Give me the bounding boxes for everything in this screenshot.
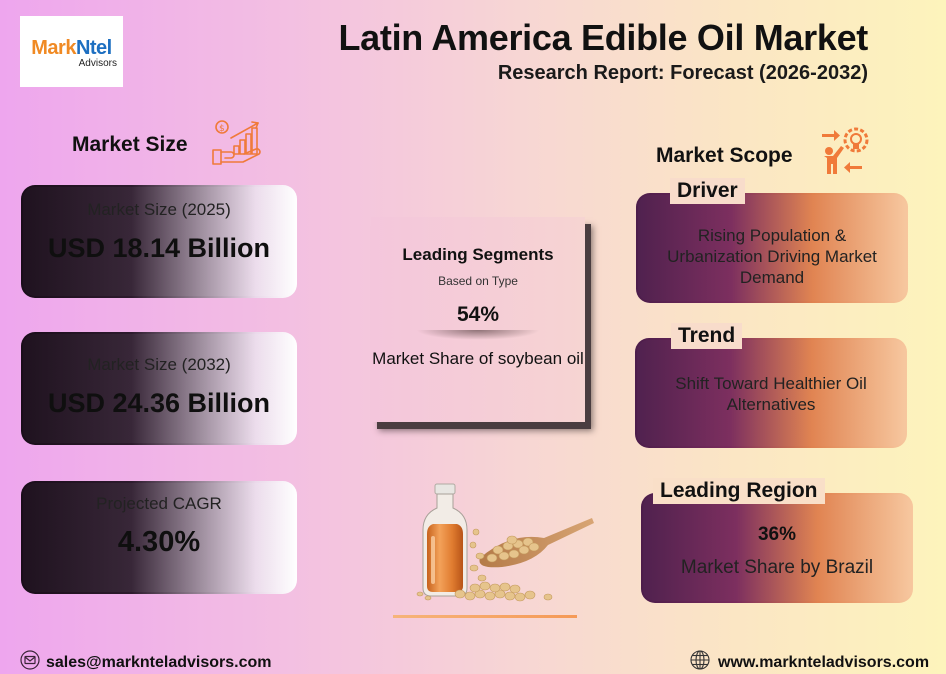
projected-cagr-value: 4.30% xyxy=(117,526,201,558)
page-subtitle: Research Report: Forecast (2026-2032) xyxy=(497,62,868,84)
decorative-orange-line xyxy=(393,615,577,618)
projected-cagr-label: Projected CAGR xyxy=(96,494,222,513)
leading-segments-title: Leading Segments xyxy=(402,245,554,264)
footer-email[interactable]: sales@marknteladvisors.com xyxy=(20,650,272,674)
market-scope-heading: Market Scope xyxy=(656,144,793,167)
projected-cagr-card: Projected CAGR 4.30% xyxy=(21,481,297,594)
footer-website[interactable]: www.marknteladvisors.com xyxy=(690,650,929,674)
company-logo: MarkNtel Advisors xyxy=(20,16,123,87)
trend-card: Trend Shift Toward Healthier Oil Alterna… xyxy=(635,323,907,448)
market-size-2032-card: Market Size (2032) USD 24.36 Billion xyxy=(21,332,297,445)
market-size-2032-value: USD 24.36 Billion xyxy=(47,388,271,418)
leading-region-text: Market Share by Brazil xyxy=(680,557,874,578)
email-link[interactable]: sales@marknteladvisors.com xyxy=(46,653,272,671)
segment-divider xyxy=(416,330,540,340)
oil-bottle-soybeans-illustration xyxy=(400,470,595,620)
globe-icon xyxy=(690,650,710,674)
market-size-heading: Market Size xyxy=(72,133,188,156)
website-link[interactable]: www.marknteladvisors.com xyxy=(718,653,930,671)
market-size-2032-label: Market Size (2032) xyxy=(87,355,231,374)
leading-segments-value: 54% xyxy=(456,303,500,326)
trend-title: Trend xyxy=(671,323,743,349)
page-title: Latin America Edible Oil Market xyxy=(338,17,868,58)
leading-region-title: Leading Region xyxy=(653,478,825,504)
driver-text: Rising Population & Urbanization Driving… xyxy=(667,226,877,287)
leading-segments-description: Market Share of soybean oil xyxy=(372,349,584,368)
logo-ntel-text: Ntel xyxy=(75,36,112,59)
leading-region-card: Leading Region 36% Market Share by Brazi… xyxy=(641,478,913,603)
market-size-2025-value: USD 18.14 Billion xyxy=(47,233,271,263)
growth-chart-hand-icon: $ xyxy=(208,116,264,166)
market-size-2025-card: Market Size (2025) USD 18.14 Billion xyxy=(21,185,297,298)
leading-region-value: 36% xyxy=(757,524,797,545)
trend-text: Shift Toward Healthier Oil Alternatives xyxy=(675,374,867,414)
market-size-2025-label: Market Size (2025) xyxy=(87,200,231,219)
svg-text:$: $ xyxy=(219,124,225,134)
logo-wordmark: MarkNtel xyxy=(31,38,112,58)
driver-title: Driver xyxy=(670,178,745,204)
mail-icon xyxy=(20,650,40,674)
idea-person-icon xyxy=(818,126,874,178)
logo-mark-text: Mark xyxy=(31,36,76,59)
driver-card: Driver Rising Population & Urbanization … xyxy=(636,178,908,303)
leading-segments-subtitle: Based on Type xyxy=(438,274,518,288)
logo-advisors-text: Advisors xyxy=(78,57,117,69)
leading-segments-card: Leading Segments Based on Type 54% Marke… xyxy=(371,217,585,422)
